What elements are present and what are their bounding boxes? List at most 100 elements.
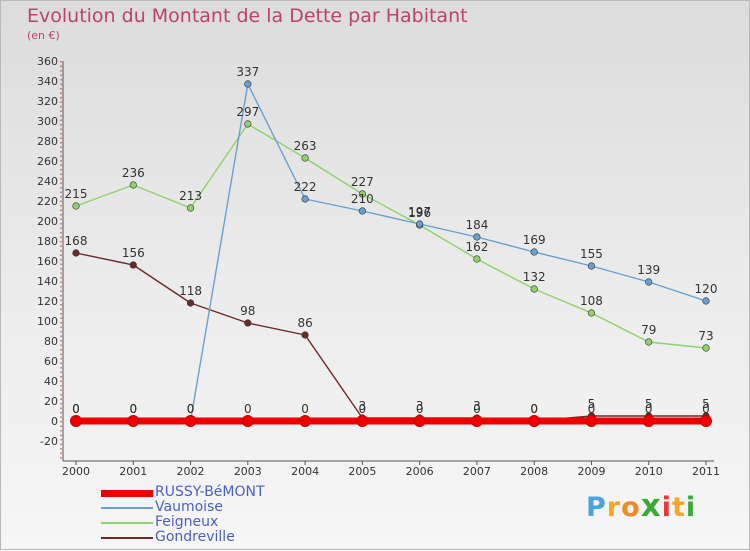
data-point <box>299 415 312 427</box>
data-label: 168 <box>65 234 88 248</box>
data-point <box>587 309 596 317</box>
logo-letter: i <box>661 492 672 523</box>
data-label: 227 <box>351 175 374 189</box>
data-point <box>642 415 655 427</box>
logo-letter: x <box>640 488 662 524</box>
data-point <box>186 299 195 307</box>
series-line-Vaumoise <box>75 83 707 422</box>
x-tick-label: 2010 <box>635 465 663 478</box>
data-point <box>129 181 137 189</box>
y-tick-label: 200 <box>37 215 58 228</box>
data-label: 215 <box>65 187 88 201</box>
y-tick-label: 300 <box>37 115 58 128</box>
data-label: 0 <box>359 402 367 416</box>
data-label: 196 <box>408 206 431 220</box>
data-point <box>241 415 254 427</box>
series-line-Gondreville <box>75 252 707 422</box>
data-point <box>127 415 140 427</box>
data-label: 0 <box>244 402 252 416</box>
y-tick-label: 140 <box>37 275 58 288</box>
logo-letter: i <box>685 492 697 523</box>
data-label: 156 <box>122 246 145 260</box>
data-point <box>473 233 481 241</box>
data-label: 108 <box>580 294 603 308</box>
legend-swatch <box>101 489 153 497</box>
data-label: 0 <box>187 402 195 416</box>
logo-letter: t <box>671 492 686 523</box>
legend-swatch <box>101 537 153 539</box>
legend-label: Vaumoise <box>155 499 223 515</box>
y-tick-label: 100 <box>37 315 58 328</box>
legend-swatch <box>101 522 153 524</box>
data-point <box>473 255 481 263</box>
data-label: 0 <box>187 402 195 416</box>
data-point <box>244 319 252 327</box>
data-label: 3 <box>473 399 481 413</box>
data-point <box>585 415 598 427</box>
legend-swatch <box>101 507 153 509</box>
data-label: 3 <box>359 399 367 413</box>
data-point <box>356 415 369 427</box>
data-point <box>186 204 195 212</box>
data-label: 0 <box>702 402 710 416</box>
data-label: 236 <box>122 166 145 180</box>
data-point <box>470 415 483 427</box>
y-tick-label: 120 <box>37 295 58 308</box>
legend-item: Gondreville <box>101 530 301 545</box>
x-tick-label: 2007 <box>463 465 491 478</box>
x-tick-label: 2001 <box>119 465 147 478</box>
data-label: 0 <box>129 402 137 416</box>
data-point <box>301 195 309 203</box>
data-label: 0 <box>129 402 137 416</box>
y-tick-label: 20 <box>44 395 58 408</box>
x-tick-label: 2011 <box>692 465 720 478</box>
data-point <box>301 331 309 339</box>
data-label: 337 <box>236 65 259 79</box>
data-point <box>530 248 538 256</box>
y-tick-label: 320 <box>37 95 58 108</box>
data-point <box>530 285 538 293</box>
legend-label: Feigneux <box>155 514 219 530</box>
y-tick-label: 260 <box>37 155 58 168</box>
x-tick-label: 2005 <box>348 465 376 478</box>
data-label: 197 <box>408 205 431 219</box>
data-point <box>72 249 80 257</box>
data-label: 98 <box>240 304 255 318</box>
data-label: 3 <box>416 399 424 413</box>
data-point <box>413 415 426 427</box>
data-point <box>702 297 710 305</box>
y-tick-label: 80 <box>44 335 58 348</box>
data-point <box>416 220 424 228</box>
data-label: 0 <box>416 402 424 416</box>
y-tick-label: 60 <box>44 355 58 368</box>
data-label: 162 <box>465 240 488 254</box>
data-point <box>244 120 252 128</box>
logo-letter: o <box>621 492 641 523</box>
x-tick-label: 2003 <box>234 465 262 478</box>
data-label: 0 <box>473 402 481 416</box>
data-label: 155 <box>580 247 603 261</box>
series-line-Feigneux <box>75 123 707 349</box>
data-label: 0 <box>72 402 80 416</box>
data-label: 120 <box>695 282 718 296</box>
data-point <box>645 278 653 286</box>
data-label: 0 <box>588 402 596 416</box>
legend-item: Feigneux <box>101 515 301 530</box>
data-point <box>244 80 252 88</box>
data-label: 0 <box>530 402 538 416</box>
legend-item: RUSSY-BéMONT <box>101 485 301 500</box>
chart-legend: RUSSY-BéMONT Vaumoise Feigneux Gondreville <box>101 485 301 545</box>
proxiti-logo: Proxiti <box>586 488 696 524</box>
data-point <box>72 202 80 210</box>
x-tick-label: 2009 <box>577 465 605 478</box>
data-point <box>358 207 366 215</box>
y-tick-label: 360 <box>37 55 58 68</box>
chart-subtitle: (en €) <box>27 29 60 42</box>
y-tick-label: 0 <box>51 415 58 428</box>
data-label: 5 <box>645 397 653 411</box>
x-tick-label: 2002 <box>177 465 205 478</box>
data-point <box>528 415 541 427</box>
data-label: 132 <box>523 270 546 284</box>
logo-letter: P <box>586 492 607 523</box>
